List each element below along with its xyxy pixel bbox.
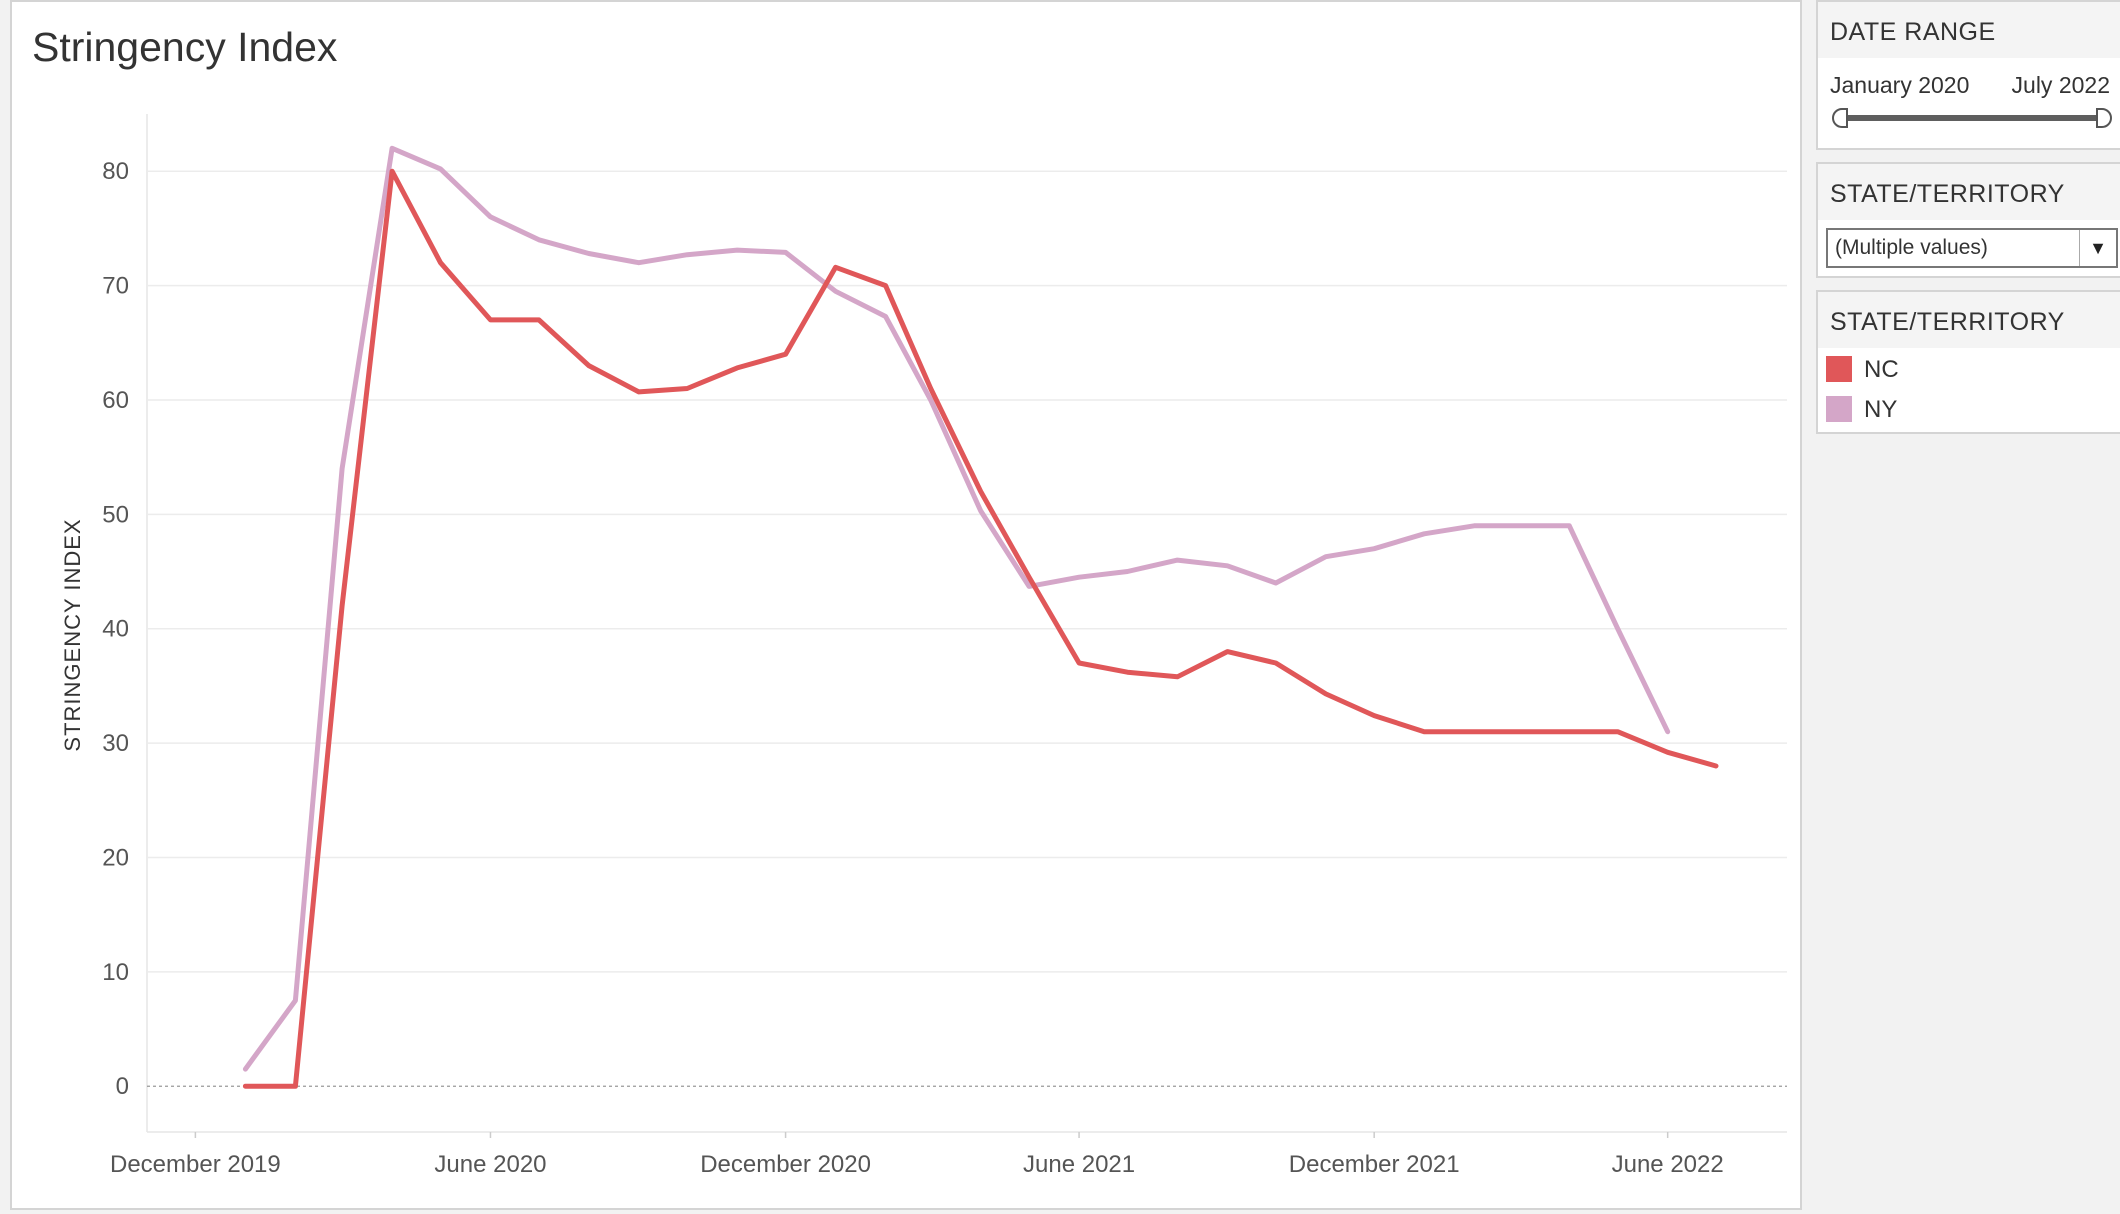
range-start-label: January 2020 [1830,72,1970,98]
legend-label: NY [1864,396,1898,423]
y-tick-label: 10 [102,959,129,986]
x-tick-label: December 2021 [1289,1151,1460,1178]
y-tick-label: 80 [102,158,129,185]
y-axis-title: STRINGENCY INDEX [60,518,85,751]
y-tick-label: 40 [102,616,129,643]
x-tick-label: June 2020 [434,1151,546,1178]
y-tick-label: 60 [102,387,129,414]
slider-track[interactable] [1838,115,2106,121]
x-tick-label: June 2022 [1612,1151,1724,1178]
y-tick-label: 30 [102,730,129,757]
x-tick-label: December 2019 [110,1151,281,1178]
slider-end-handle[interactable] [2096,108,2112,128]
state-filter: STATE/TERRITORY (Multiple values) ▼ [1816,162,2120,278]
y-tick-label: 70 [102,273,129,300]
legend-item-nc[interactable]: NC [1818,348,2120,388]
legend-label: NC [1864,356,1899,383]
series-line-nc[interactable] [242,168,1719,1089]
date-range-header: DATE RANGE [1818,2,2120,58]
y-tick-label: 0 [116,1073,129,1100]
legend: STATE/TERRITORY NC NY [1816,290,2120,434]
line-chart[interactable]: 0 10 20 30 40 50 60 70 80 December 2019 June 2020 D… [12,2,1802,1210]
legend-swatch [1826,396,1852,422]
y-tick-label: 20 [102,844,129,871]
y-tick-label: 50 [102,501,129,528]
date-range-filter: DATE RANGE January 2020 July 2022 [1816,0,2120,150]
dropdown-arrow-icon[interactable]: ▼ [2079,230,2116,266]
legend-item-ny[interactable]: NY [1818,388,2120,428]
state-select-value: (Multiple values) [1835,236,1988,259]
range-end-label: July 2022 [2011,72,2110,98]
x-tick-label: June 2021 [1023,1151,1135,1178]
series-line-ny[interactable] [242,145,1671,1072]
slider-start-handle[interactable] [1832,108,1848,128]
legend-swatch [1826,356,1852,382]
chart-panel: Stringency Index 0 10 20 30 40 50 60 70 80 Decemb… [10,0,1802,1210]
legend-header: STATE/TERRITORY [1818,292,2120,348]
x-tick-label: December 2020 [700,1151,871,1178]
state-select[interactable]: (Multiple values) ▼ [1826,228,2118,268]
chart-title: Stringency Index [32,24,338,70]
state-filter-header: STATE/TERRITORY [1818,164,2120,220]
date-range-slider[interactable] [1818,98,2120,138]
